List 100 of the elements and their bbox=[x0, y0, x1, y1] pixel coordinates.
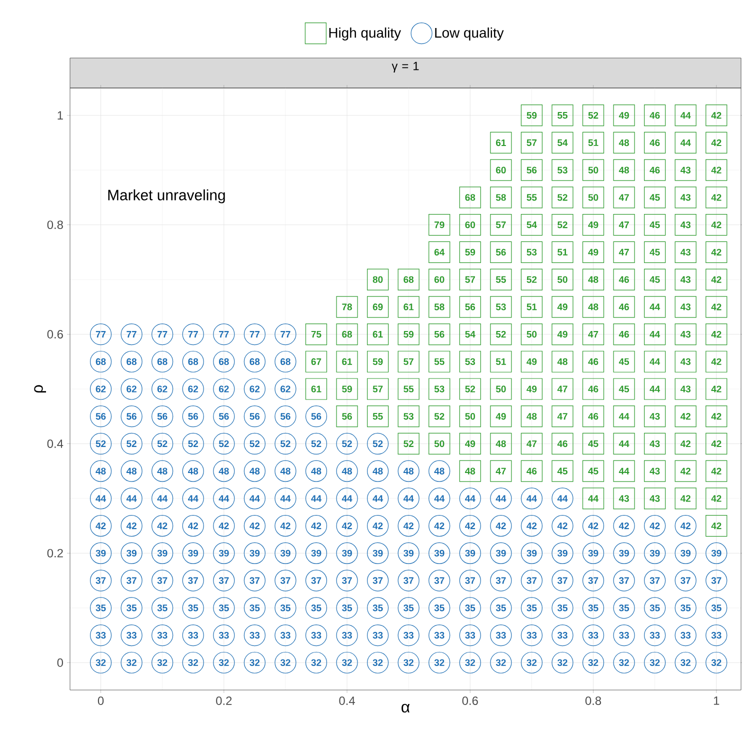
annotation: 55 bbox=[434, 358, 444, 365]
annotation: 69 bbox=[372, 304, 383, 310]
annotation: 57 bbox=[465, 276, 475, 283]
annotation: 45 bbox=[650, 222, 660, 228]
annotation: 60 bbox=[496, 166, 506, 174]
annotation: 53 bbox=[404, 413, 414, 420]
y-tick-label: 0.8 bbox=[47, 220, 63, 230]
annotation: 33 bbox=[250, 632, 260, 639]
annotation: 39 bbox=[280, 550, 290, 557]
annotation: 32 bbox=[404, 659, 414, 666]
annotation: 46 bbox=[650, 112, 660, 119]
annotation: 50 bbox=[465, 413, 476, 420]
y-tick-label: 0 bbox=[57, 658, 64, 667]
annotation: 33 bbox=[588, 632, 598, 639]
annotation: 47 bbox=[618, 222, 629, 228]
annotation: 42 bbox=[342, 522, 352, 530]
annotation: 44 bbox=[588, 495, 598, 502]
annotation: 61 bbox=[311, 386, 322, 392]
annotation: 37 bbox=[188, 577, 198, 584]
y-tick-label: 0.4 bbox=[47, 439, 64, 448]
annotation: 61 bbox=[404, 304, 414, 310]
annotation: 52 bbox=[372, 440, 383, 448]
annotation: 37 bbox=[711, 577, 722, 584]
annotation: 43 bbox=[680, 386, 691, 392]
annotation: 32 bbox=[434, 659, 444, 666]
annotation: 46 bbox=[618, 330, 629, 338]
annotation: 52 bbox=[526, 276, 537, 283]
annotation: 44 bbox=[526, 495, 537, 502]
annotation: 48 bbox=[557, 358, 568, 365]
annotation: 32 bbox=[496, 659, 506, 666]
annotation: 55 bbox=[372, 413, 383, 420]
annotation: 33 bbox=[342, 632, 352, 639]
annotation: 61 bbox=[372, 330, 383, 338]
annotation: 64 bbox=[434, 248, 445, 256]
annotation: 57 bbox=[372, 386, 383, 392]
annotation: 48 bbox=[618, 139, 630, 146]
annotation: 51 bbox=[526, 304, 537, 310]
annotation: 43 bbox=[650, 495, 660, 502]
annotation: 37 bbox=[680, 577, 690, 584]
annotation: 35 bbox=[372, 604, 383, 612]
annotation: 42 bbox=[280, 522, 290, 530]
annotation: 59 bbox=[342, 386, 352, 392]
annotation: 48 bbox=[188, 468, 198, 474]
annotation: 37 bbox=[526, 577, 537, 584]
annotation: 48 bbox=[403, 468, 414, 474]
annotation: 68 bbox=[342, 330, 352, 338]
annotation: 37 bbox=[619, 577, 629, 584]
legend-label: Low quality bbox=[435, 28, 504, 40]
annotation: 61 bbox=[342, 358, 352, 365]
annotation: 39 bbox=[588, 550, 598, 557]
annotation: 48 bbox=[496, 440, 506, 448]
annotation: 56 bbox=[342, 413, 352, 420]
annotation: 42 bbox=[711, 522, 722, 530]
annotation: 62 bbox=[126, 386, 136, 392]
annotation: 37 bbox=[280, 577, 290, 584]
annotation: 67 bbox=[311, 358, 322, 365]
annotation: 56 bbox=[496, 248, 506, 256]
annotation: 44 bbox=[280, 495, 291, 502]
annotation: Market unraveling bbox=[108, 189, 225, 204]
annotation: 52 bbox=[465, 386, 476, 392]
annotation: 56 bbox=[126, 413, 136, 420]
annotation: 62 bbox=[96, 386, 106, 392]
annotation: 44 bbox=[496, 495, 506, 502]
annotation: 42 bbox=[680, 495, 690, 502]
annotation: 55 bbox=[404, 386, 414, 392]
annotation: 56 bbox=[96, 413, 106, 420]
annotation: 44 bbox=[403, 495, 414, 502]
annotation: 39 bbox=[404, 550, 414, 557]
annotation: 49 bbox=[465, 440, 476, 448]
annotation: 48 bbox=[588, 276, 598, 283]
annotation: 37 bbox=[372, 577, 383, 584]
annotation: 46 bbox=[588, 413, 598, 420]
annotation: 45 bbox=[650, 276, 660, 283]
annotation: 50 bbox=[588, 194, 598, 201]
annotation: 42 bbox=[711, 276, 722, 283]
annotation: 35 bbox=[218, 604, 229, 612]
annotation: 35 bbox=[434, 604, 444, 612]
annotation: 59 bbox=[526, 112, 537, 119]
annotation: 39 bbox=[96, 550, 106, 557]
annotation: 33 bbox=[465, 632, 476, 639]
annotation: 52 bbox=[96, 440, 106, 448]
annotation: 68 bbox=[404, 276, 414, 283]
annotation: 35 bbox=[280, 604, 290, 612]
annotation: 37 bbox=[218, 577, 229, 584]
annotation: 53 bbox=[558, 166, 568, 174]
annotation: 43 bbox=[680, 194, 691, 201]
annotation: 42 bbox=[680, 413, 690, 420]
annotation: 49 bbox=[526, 386, 537, 392]
annotation: 52 bbox=[496, 330, 506, 338]
annotation: 48 bbox=[311, 468, 322, 474]
annotation: 77 bbox=[250, 331, 260, 338]
annotation: 35 bbox=[650, 604, 660, 612]
annotation: 32 bbox=[126, 659, 136, 666]
annotation: 35 bbox=[465, 604, 476, 612]
x-tick-label: 0.2 bbox=[216, 696, 232, 705]
annotation: 52 bbox=[342, 440, 352, 448]
annotation: 44 bbox=[126, 495, 137, 502]
annotation: 48 bbox=[618, 166, 630, 174]
annotation: 42 bbox=[680, 468, 690, 474]
annotation: 44 bbox=[650, 386, 660, 392]
